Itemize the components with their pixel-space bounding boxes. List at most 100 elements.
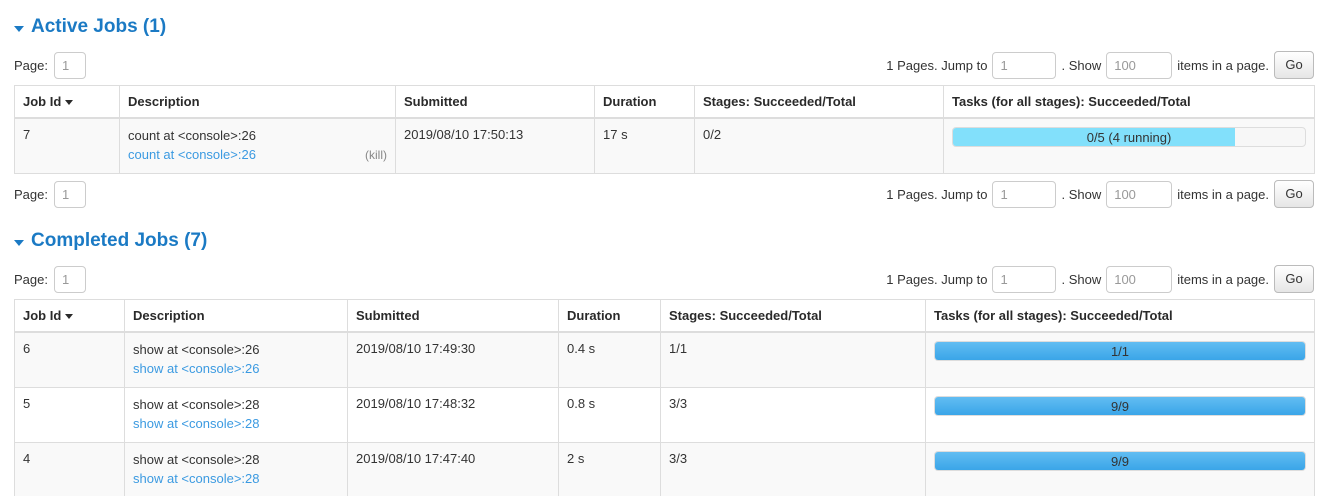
cell-duration: 17 s: [594, 117, 695, 174]
cell-tasks: 0/5 (4 running): [943, 117, 1315, 174]
col-header-duration[interactable]: Duration: [558, 299, 661, 333]
jump-to-input[interactable]: 1: [992, 51, 1057, 79]
col-header-submitted[interactable]: Submitted: [347, 299, 559, 333]
go-button[interactable]: Go: [1274, 180, 1314, 208]
cell-stages: 1/1: [660, 331, 926, 388]
sort-descending-icon: [65, 100, 74, 106]
completed-jobs-section-header[interactable]: Completed Jobs (7): [14, 214, 1314, 259]
progress-completed-fill: [935, 397, 1305, 415]
tasks-progress-bar: 9/9: [934, 396, 1306, 416]
cell-submitted: 2019/08/10 17:50:13: [395, 117, 595, 174]
col-header-stages[interactable]: Stages: Succeeded/Total: [660, 299, 926, 333]
cell-job-id: 4: [14, 442, 125, 496]
col-header-description[interactable]: Description: [124, 299, 348, 333]
col-label-submitted: Submitted: [356, 308, 420, 323]
chevron-down-icon: [14, 25, 24, 32]
active-jobs-pager-top: Page: 1 1 Pages. Jump to 1 . Show 100 it…: [14, 45, 1314, 85]
job-description-link[interactable]: count at <console>:26: [128, 147, 256, 162]
sort-descending-icon: [65, 314, 74, 320]
job-description-text: show at <console>:28: [133, 397, 260, 412]
cell-submitted: 2019/08/10 17:48:32: [347, 387, 559, 443]
show-text: . Show: [1061, 57, 1102, 73]
active-jobs-title: Active Jobs (1): [31, 16, 167, 37]
col-header-job-id[interactable]: Job Id: [14, 299, 125, 333]
cell-tasks: 1/1: [925, 331, 1315, 388]
job-description-link[interactable]: show at <console>:28: [133, 471, 260, 486]
kill-job-link[interactable]: (kill): [365, 148, 387, 162]
progress-completed-fill: [935, 452, 1305, 470]
cell-submitted: 2019/08/10 17:47:40: [347, 442, 559, 496]
col-label-stages: Stages: Succeeded/Total: [669, 308, 822, 323]
page-label: Page:: [14, 186, 48, 202]
completed-jobs-title: Completed Jobs (7): [31, 230, 208, 251]
col-label-job-id: Job Id: [23, 94, 62, 109]
progress-label: 0/5 (4 running): [1086, 130, 1172, 145]
job-description-text: show at <console>:28: [133, 452, 260, 467]
col-label-tasks: Tasks (for all stages): Succeeded/Total: [952, 94, 1191, 109]
pages-count-text: 1 Pages. Jump to: [886, 271, 988, 287]
cell-tasks: 9/9: [925, 387, 1315, 443]
show-text: . Show: [1061, 186, 1102, 202]
job-description-link[interactable]: show at <console>:26: [133, 361, 260, 376]
table-header-row: Job Id Description Submitted Duration St…: [14, 299, 1315, 333]
col-header-description[interactable]: Description: [119, 85, 396, 119]
jump-to-input[interactable]: 1: [992, 265, 1057, 293]
cell-duration: 0.8 s: [558, 387, 661, 443]
progress-running-fill: [953, 128, 1235, 146]
col-header-job-id[interactable]: Job Id: [14, 85, 120, 119]
col-header-duration[interactable]: Duration: [594, 85, 695, 119]
cell-job-id: 7: [14, 117, 120, 174]
page-input[interactable]: 1: [53, 51, 86, 79]
page-label: Page:: [14, 271, 48, 287]
col-label-stages: Stages: Succeeded/Total: [703, 94, 856, 109]
col-label-description: Description: [133, 308, 205, 323]
items-in-page-text: items in a page.: [1177, 271, 1269, 287]
page-input[interactable]: 1: [53, 265, 86, 293]
cell-description: count at <console>:26 count at <console>…: [119, 117, 396, 174]
job-description-text: show at <console>:26: [133, 342, 260, 357]
progress-label: 9/9: [1110, 454, 1130, 469]
cell-description: show at <console>:28 show at <console>:2…: [124, 387, 348, 443]
tasks-progress-bar: 9/9: [934, 451, 1306, 471]
table-row: 5 show at <console>:28 show at <console>…: [14, 387, 1315, 443]
cell-job-id: 6: [14, 331, 125, 388]
cell-duration: 0.4 s: [558, 331, 661, 388]
cell-submitted: 2019/08/10 17:49:30: [347, 331, 559, 388]
cell-tasks: 9/9: [925, 442, 1315, 496]
table-row: 7 count at <console>:26 count at <consol…: [14, 117, 1315, 174]
pages-count-text: 1 Pages. Jump to: [886, 57, 988, 73]
cell-job-id: 5: [14, 387, 125, 443]
col-header-stages[interactable]: Stages: Succeeded/Total: [694, 85, 944, 119]
cell-stages: 0/2: [694, 117, 944, 174]
items-per-page-input[interactable]: 100: [1106, 265, 1173, 293]
col-label-description: Description: [128, 94, 200, 109]
cell-stages: 3/3: [660, 387, 926, 443]
col-label-duration: Duration: [603, 94, 657, 109]
jump-to-input[interactable]: 1: [992, 180, 1057, 208]
active-jobs-pager-bottom: Page: 1 1 Pages. Jump to 1 . Show 100 it…: [14, 174, 1314, 214]
go-button[interactable]: Go: [1274, 265, 1314, 293]
items-per-page-input[interactable]: 100: [1106, 180, 1173, 208]
active-jobs-section-header[interactable]: Active Jobs (1): [14, 0, 1314, 45]
col-header-tasks[interactable]: Tasks (for all stages): Succeeded/Total: [925, 299, 1315, 333]
pages-count-text: 1 Pages. Jump to: [886, 186, 988, 202]
col-label-job-id: Job Id: [23, 308, 62, 323]
progress-completed-fill: [935, 342, 1305, 360]
cell-description: show at <console>:26 show at <console>:2…: [124, 331, 348, 388]
items-in-page-text: items in a page.: [1177, 186, 1269, 202]
table-row: 6 show at <console>:26 show at <console>…: [14, 331, 1315, 388]
table-row: 4 show at <console>:28 show at <console>…: [14, 442, 1315, 496]
progress-label: 1/1: [1110, 344, 1130, 359]
page-label: Page:: [14, 57, 48, 73]
items-per-page-input[interactable]: 100: [1106, 51, 1173, 79]
tasks-progress-bar: 0/5 (4 running): [952, 127, 1306, 147]
page-input[interactable]: 1: [53, 180, 86, 208]
go-button[interactable]: Go: [1274, 51, 1314, 79]
col-header-submitted[interactable]: Submitted: [395, 85, 595, 119]
col-header-tasks[interactable]: Tasks (for all stages): Succeeded/Total: [943, 85, 1315, 119]
progress-label: 9/9: [1110, 399, 1130, 414]
col-label-submitted: Submitted: [404, 94, 468, 109]
job-description-link[interactable]: show at <console>:28: [133, 416, 260, 431]
show-text: . Show: [1061, 271, 1102, 287]
